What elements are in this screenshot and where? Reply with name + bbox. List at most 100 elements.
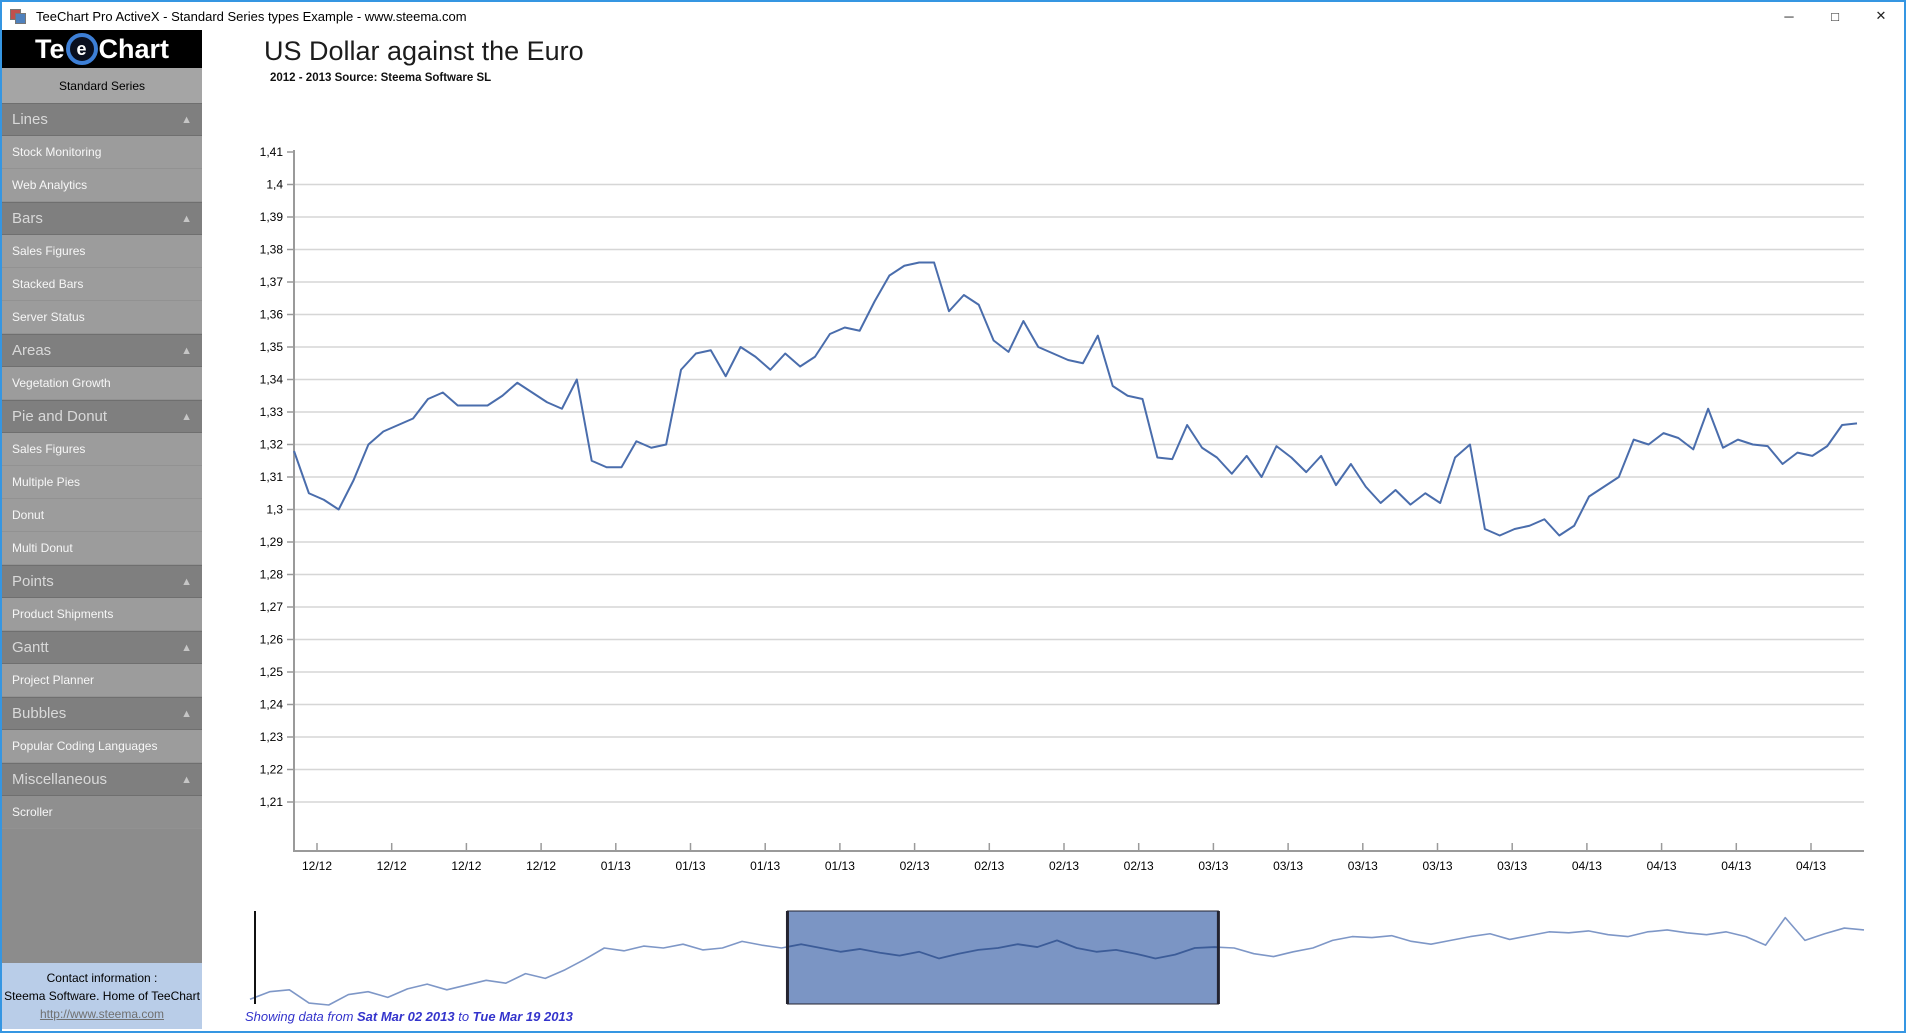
status-from-date: Sat Mar 02 2013 (357, 1009, 455, 1024)
sidebar-item-web-analytics[interactable]: Web Analytics (2, 169, 202, 202)
sidebar-item-scroller[interactable]: Scroller (2, 796, 202, 829)
sidebar-item-sales-figures[interactable]: Sales Figures (2, 433, 202, 466)
collapse-arrow-icon: ▲ (181, 212, 192, 225)
sidebar-header-gantt[interactable]: Gantt ▲ (2, 631, 202, 664)
svg-text:04/13: 04/13 (1647, 859, 1677, 873)
menu-label: Donut (12, 508, 45, 522)
menu-label: Stacked Bars (12, 277, 84, 291)
sidebar-header-miscellaneous[interactable]: Miscellaneous ▲ (2, 763, 202, 796)
svg-text:1,4: 1,4 (266, 178, 283, 192)
sidebar-item-project-planner[interactable]: Project Planner (2, 664, 202, 697)
svg-text:12/12: 12/12 (302, 859, 332, 873)
collapse-arrow-icon: ▲ (181, 641, 192, 654)
sidebar-header-pie-and-donut[interactable]: Pie and Donut ▲ (2, 400, 202, 433)
svg-text:1,37: 1,37 (260, 275, 284, 289)
chart-subtitle: 2012 - 2013 Source: Steema Software SL (270, 72, 492, 84)
menu-label: Miscellaneous (12, 771, 108, 788)
menu-label: Vegetation Growth (12, 376, 111, 390)
menu-label: Scroller (12, 805, 53, 819)
main-chart-axes (287, 150, 1864, 852)
sidebar-item-product-shipments[interactable]: Product Shipments (2, 598, 202, 631)
chart-canvas[interactable]: 1,41 1,4 1,39 1,38 1,37 1,36 1,35 1,34 1,33 1,32 1… (202, 30, 1904, 1029)
menu-label: Project Planner (12, 673, 95, 687)
svg-text:04/13: 04/13 (1721, 859, 1751, 873)
sidebar-item-donut[interactable]: Donut (2, 499, 202, 532)
sidebar-item-server-status[interactable]: Server Status (2, 301, 202, 334)
sidebar-header-bubbles[interactable]: Bubbles ▲ (2, 697, 202, 730)
collapse-arrow-icon: ▲ (181, 344, 192, 357)
maximize-button[interactable]: □ (1831, 8, 1839, 24)
collapse-arrow-icon: ▲ (181, 410, 192, 423)
menu-label: Stock Monitoring (12, 145, 102, 159)
series-bar-label: Standard Series (2, 68, 202, 103)
sidebar-item-multiple-pies[interactable]: Multiple Pies (2, 466, 202, 499)
svg-text:1,24: 1,24 (260, 698, 284, 712)
sidebar-item-stacked-bars[interactable]: Stacked Bars (2, 268, 202, 301)
menu-label: Multi Donut (12, 541, 73, 555)
scroller-status-text: Showing data from Sat Mar 02 2013 to Tue… (245, 1009, 573, 1024)
svg-text:01/13: 01/13 (825, 859, 855, 873)
svg-text:1,35: 1,35 (260, 340, 284, 354)
main-chart-axis-labels: 1,41 1,4 1,39 1,38 1,37 1,36 1,35 1,34 1,33 1,32 1… (260, 145, 1827, 873)
logo-text-te: Te (34, 33, 65, 64)
svg-text:12/12: 12/12 (526, 859, 556, 873)
collapse-arrow-icon: ▲ (181, 113, 192, 126)
collapse-arrow-icon: ▲ (181, 773, 192, 786)
svg-text:1,41: 1,41 (260, 145, 284, 159)
menu-label: Lines (12, 111, 48, 128)
menu-label: Bubbles (12, 705, 67, 722)
svg-text:03/13: 03/13 (1273, 859, 1303, 873)
svg-text:12/12: 12/12 (377, 859, 407, 873)
svg-text:1,33: 1,33 (260, 405, 284, 419)
menu-label: Sales Figures (12, 244, 86, 258)
svg-text:03/13: 03/13 (1348, 859, 1378, 873)
svg-text:1,26: 1,26 (260, 633, 284, 647)
menu-label: Bars (12, 210, 43, 227)
svg-text:04/13: 04/13 (1572, 859, 1602, 873)
svg-text:1,31: 1,31 (260, 470, 284, 484)
minimize-button[interactable]: ─ (1784, 8, 1794, 24)
menu-label: Sales Figures (12, 442, 86, 456)
logo-e-icon: e (65, 33, 98, 65)
sidebar-item-sales-figures[interactable]: Sales Figures (2, 235, 202, 268)
main-series-line (293, 261, 1858, 537)
sidebar-header-bars[interactable]: Bars ▲ (2, 202, 202, 235)
sidebar-header-points[interactable]: Points ▲ (2, 565, 202, 598)
sidebar-item-popular-coding-languages[interactable]: Popular Coding Languages (2, 730, 202, 763)
scroller-chart (249, 910, 1865, 1006)
steema-link[interactable]: http://www.steema.com (39, 1007, 165, 1021)
sidebar-header-lines[interactable]: Lines ▲ (2, 103, 202, 136)
svg-text:01/13: 01/13 (601, 859, 631, 873)
collapse-arrow-icon: ▲ (181, 575, 192, 588)
close-button[interactable]: ✕ (1875, 8, 1887, 23)
teechart-logo: Te e Chart (2, 30, 202, 68)
menu-label: Multiple Pies (12, 475, 81, 489)
svg-text:02/13: 02/13 (900, 859, 930, 873)
contact-line1: Contact information : (46, 971, 158, 985)
menu-label: Pie and Donut (12, 408, 108, 425)
app-icon (10, 9, 26, 24)
scroller-series-line-selected (787, 939, 1219, 960)
svg-text:1,23: 1,23 (260, 730, 284, 744)
collapse-arrow-icon: ▲ (181, 707, 192, 720)
menu-label: Points (12, 573, 54, 590)
logo-text-chart: Chart (98, 33, 170, 64)
svg-text:1,32: 1,32 (260, 438, 284, 452)
menu-label: Web Analytics (12, 178, 88, 192)
menu-label: Gantt (12, 639, 49, 656)
sidebar-item-vegetation-growth[interactable]: Vegetation Growth (2, 367, 202, 400)
svg-text:1,3: 1,3 (266, 503, 283, 517)
menu-label: Areas (12, 342, 52, 359)
window-title: TeeChart Pro ActiveX - Standard Series t… (36, 8, 467, 24)
svg-text:03/13: 03/13 (1198, 859, 1228, 873)
svg-text:03/13: 03/13 (1422, 859, 1452, 873)
sidebar-item-stock-monitoring[interactable]: Stock Monitoring (2, 136, 202, 169)
svg-text:1,22: 1,22 (260, 763, 284, 777)
svg-text:02/13: 02/13 (1049, 859, 1079, 873)
svg-text:03/13: 03/13 (1497, 859, 1527, 873)
sidebar-header-areas[interactable]: Areas ▲ (2, 334, 202, 367)
menu-label: Popular Coding Languages (12, 739, 158, 753)
svg-text:12/12: 12/12 (451, 859, 481, 873)
sidebar-item-multi-donut[interactable]: Multi Donut (2, 532, 202, 565)
svg-text:1,34: 1,34 (260, 373, 284, 387)
